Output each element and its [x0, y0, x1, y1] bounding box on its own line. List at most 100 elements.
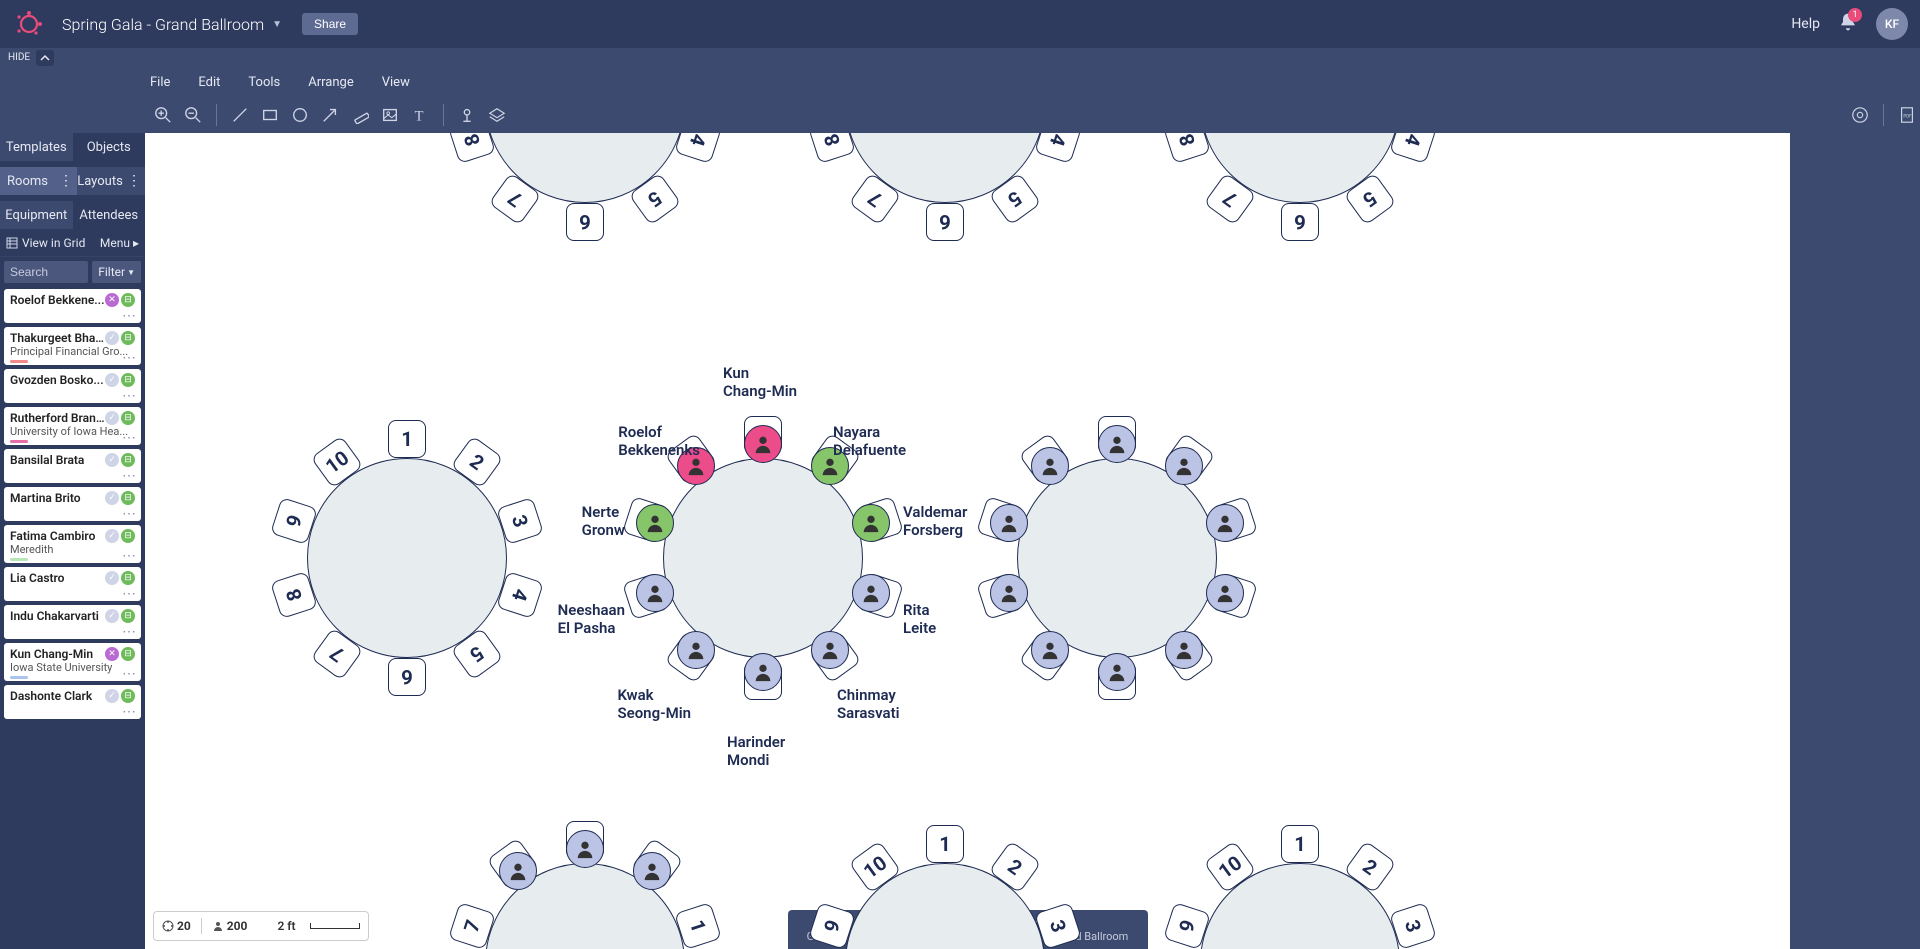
seat[interactable]: 4 [499, 574, 541, 616]
seat[interactable]: 3 [499, 500, 541, 542]
seat[interactable]: 6 [924, 201, 966, 243]
share-button[interactable]: Share [302, 13, 358, 35]
attendee-list[interactable]: Roelof Bekkene...✕⊟⋯Thakurgeet Bha...✓⊟P… [0, 287, 145, 949]
circle-tool-icon[interactable] [287, 102, 313, 128]
attendee-card[interactable]: Thakurgeet Bha...✓⊟Principal Financial G… [4, 327, 141, 365]
seat[interactable]: 5 [1349, 178, 1391, 220]
zoom-out-icon[interactable] [180, 102, 206, 128]
seat[interactable] [634, 502, 676, 544]
filter-button[interactable]: Filter ▼ [92, 261, 141, 283]
seat[interactable] [497, 850, 539, 892]
tab-attendees[interactable]: Attendees [73, 201, 146, 229]
attendee-menu-button[interactable]: Menu ▸ [100, 236, 139, 250]
pin-tool-icon[interactable] [454, 102, 480, 128]
seat[interactable] [564, 828, 606, 870]
seat[interactable] [850, 572, 892, 614]
seat[interactable]: 8 [1166, 133, 1208, 161]
attendee-more-icon[interactable]: ⋯ [122, 548, 137, 564]
help-link[interactable]: Help [1791, 16, 1820, 32]
zoom-in-icon[interactable] [150, 102, 176, 128]
seat[interactable] [1163, 629, 1205, 671]
tab-templates[interactable]: Templates [0, 133, 73, 161]
menu-tools[interactable]: Tools [248, 75, 280, 90]
seat[interactable] [1163, 445, 1205, 487]
seat[interactable]: 9 [811, 905, 853, 947]
event-title[interactable]: Spring Gala - Grand Ballroom [62, 15, 264, 34]
seat[interactable] [809, 629, 851, 671]
measure-tool-icon[interactable] [347, 102, 373, 128]
seat[interactable]: 6 [1279, 201, 1321, 243]
pdf-export-icon[interactable]: PDF [1894, 102, 1920, 128]
seat[interactable]: 9 [1166, 905, 1208, 947]
seat[interactable]: 1 [1279, 823, 1321, 865]
search-input[interactable] [4, 261, 88, 283]
attendee-card[interactable]: Indu Chakarvarti✓⊟⋯ [4, 605, 141, 639]
attendee-card[interactable]: Dashonte Clark✓⊟⋯ [4, 685, 141, 719]
arrow-tool-icon[interactable] [317, 102, 343, 128]
seat[interactable]: 5 [634, 178, 676, 220]
seat[interactable] [1204, 572, 1246, 614]
canvas[interactable]: 20 200 2 ft Spring Gala - Grand Ballroom… [145, 133, 1790, 949]
rect-tool-icon[interactable] [257, 102, 283, 128]
attendee-more-icon[interactable]: ⋯ [122, 430, 137, 446]
attendee-card[interactable]: Fatima Cambiro✓⊟Meredith⋯ [4, 525, 141, 563]
tab-objects[interactable]: Objects [73, 133, 146, 161]
seat[interactable]: 8 [451, 133, 493, 161]
link-tool-icon[interactable] [1847, 102, 1873, 128]
attendee-more-icon[interactable]: ⋯ [122, 388, 137, 404]
attendee-card[interactable]: Rutherford Bran...✓⊟University of Iowa H… [4, 407, 141, 445]
menu-arrange[interactable]: Arrange [308, 75, 353, 90]
seat[interactable]: 7 [451, 905, 493, 947]
seat[interactable]: 2 [994, 846, 1036, 888]
seat[interactable] [631, 850, 673, 892]
tab-equipment[interactable]: Equipment [0, 201, 73, 229]
menu-file[interactable]: File [150, 75, 170, 90]
seat[interactable]: 1 [677, 905, 719, 947]
attendee-more-icon[interactable]: ⋯ [122, 586, 137, 602]
view-in-grid-button[interactable]: View in Grid [6, 236, 85, 250]
seat[interactable]: 2 [1349, 846, 1391, 888]
seat[interactable]: 7 [316, 633, 358, 675]
seat[interactable]: 5 [456, 633, 498, 675]
layouts-menu-icon[interactable]: ⋮ [123, 167, 145, 195]
seat[interactable]: 8 [273, 574, 315, 616]
attendee-card[interactable]: Martina Brito✓⊟⋯ [4, 487, 141, 521]
attendee-more-icon[interactable]: ⋯ [122, 624, 137, 640]
seat[interactable] [850, 502, 892, 544]
seat[interactable]: 1 [386, 418, 428, 460]
tab-rooms[interactable]: Rooms [0, 167, 55, 195]
seat[interactable]: 10 [316, 441, 358, 483]
seat[interactable]: 4 [677, 133, 719, 161]
attendee-more-icon[interactable]: ⋯ [122, 666, 137, 682]
hide-strip[interactable]: HIDE [0, 48, 1920, 67]
attendee-card[interactable]: Kun Chang-Min✕⊟Iowa State University⋯ [4, 643, 141, 681]
seat[interactable]: 5 [994, 178, 1036, 220]
text-tool-icon[interactable]: T [407, 102, 433, 128]
rooms-menu-icon[interactable]: ⋮ [55, 167, 77, 195]
attendee-card[interactable]: Lia Castro✓⊟⋯ [4, 567, 141, 601]
seat[interactable]: 4 [1037, 133, 1079, 161]
seat[interactable] [675, 629, 717, 671]
seat[interactable]: 3 [1392, 905, 1434, 947]
attendee-more-icon[interactable]: ⋯ [122, 506, 137, 522]
seat[interactable]: 9 [273, 500, 315, 542]
seat[interactable]: 6 [386, 656, 428, 698]
seat[interactable]: 7 [494, 178, 536, 220]
layers-tool-icon[interactable] [484, 102, 510, 128]
seat[interactable]: 3 [1037, 905, 1079, 947]
seat[interactable]: 2 [456, 441, 498, 483]
tab-layouts[interactable]: Layouts [77, 167, 123, 195]
seat[interactable]: 7 [1209, 178, 1251, 220]
seat[interactable] [742, 423, 784, 465]
menu-view[interactable]: View [382, 75, 410, 90]
event-dropdown-icon[interactable]: ▼ [272, 19, 282, 30]
seat[interactable] [1096, 651, 1138, 693]
attendee-more-icon[interactable]: ⋯ [122, 468, 137, 484]
attendee-more-icon[interactable]: ⋯ [122, 350, 137, 366]
collapse-icon[interactable] [36, 50, 54, 66]
seat[interactable]: 4 [1392, 133, 1434, 161]
seat[interactable] [1029, 629, 1071, 671]
image-tool-icon[interactable] [377, 102, 403, 128]
seat[interactable]: 10 [1209, 846, 1251, 888]
seat[interactable] [988, 572, 1030, 614]
